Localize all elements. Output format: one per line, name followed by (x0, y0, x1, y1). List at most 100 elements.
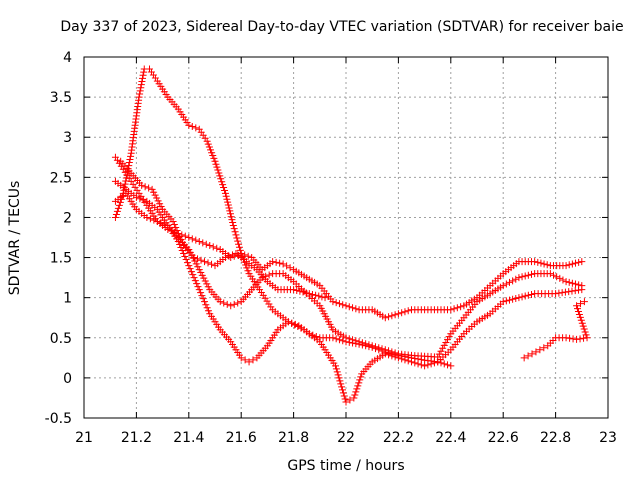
data-point-interp (288, 319, 296, 327)
data-point-interp (217, 175, 225, 183)
data-point-interp (330, 359, 338, 367)
y-tick-label: 1 (63, 291, 72, 307)
data-point-interp (326, 334, 334, 342)
data-point (394, 310, 402, 318)
data-point-interp (334, 371, 342, 379)
data-point-interp (435, 350, 443, 358)
data-point (408, 354, 415, 362)
data-point-interp (214, 323, 222, 331)
data-point-interp (202, 240, 210, 248)
x-tick-label: 23 (599, 430, 617, 446)
data-point-interp (246, 288, 254, 296)
data-point-interp (223, 300, 231, 308)
data-point-interp (371, 345, 379, 353)
data-point-interp (261, 275, 269, 283)
data-point-interp (114, 204, 122, 212)
data-point-interp (126, 155, 134, 163)
data-point-interp (518, 273, 526, 281)
series-track-2 (111, 153, 586, 322)
data-point-interp (244, 252, 252, 260)
data-point-interp (385, 313, 393, 321)
data-point-interp (216, 172, 224, 180)
data-point-interp (365, 306, 373, 314)
data-point-interp (197, 289, 205, 297)
series-track-1 (111, 65, 586, 406)
data-point-interp (401, 308, 409, 316)
y-tick-label: 0.5 (50, 331, 72, 347)
data-point-interp (235, 351, 243, 359)
data-point-interp (401, 353, 409, 361)
data-point-interp (300, 272, 308, 280)
data-point-interp (220, 299, 228, 307)
data-point-interp (189, 271, 197, 279)
data-point-interp (213, 163, 221, 171)
data-point-interp (497, 300, 505, 308)
data-point (211, 157, 219, 165)
data-point-interp (228, 251, 236, 259)
data-point-interp (534, 258, 542, 266)
data-point-interp (543, 261, 551, 269)
data-point-interp (439, 344, 447, 352)
data-point-interp (136, 87, 144, 95)
data-point-interp (349, 304, 357, 312)
data-point-interp (218, 178, 226, 186)
data-point-interp (385, 349, 393, 357)
series-track-3 (111, 189, 586, 361)
data-point-interp (174, 229, 182, 237)
data-point-interp (355, 379, 363, 387)
data-point (321, 294, 329, 302)
y-axis-label: SDTVAR / TECUs (7, 181, 23, 296)
data-point-interp (556, 274, 564, 282)
y-tick-label: 2.5 (50, 170, 72, 186)
y-tick-label: 3 (63, 130, 72, 146)
data-point-interp (223, 195, 231, 203)
data-point-interp (497, 272, 505, 280)
data-point-interp (214, 166, 222, 174)
data-point-interp (352, 388, 360, 396)
data-point (342, 302, 350, 310)
data-point-interp (199, 239, 207, 247)
data-point-interp (582, 331, 590, 339)
data-point-interp (234, 299, 242, 307)
data-point-interp (444, 361, 452, 369)
data-point-interp (333, 368, 341, 376)
data-point (342, 398, 350, 406)
data-point-interp (524, 352, 532, 360)
data-point-interp (572, 280, 580, 288)
data-point-interp (204, 307, 212, 315)
data-point-interp (440, 341, 448, 349)
x-tick-label: 21.2 (121, 430, 152, 446)
data-point-interp (378, 347, 386, 355)
data-point-interp (575, 258, 583, 266)
data-point-interp (157, 203, 165, 211)
data-point-interp (339, 389, 347, 397)
data-point-interp (194, 255, 202, 263)
data-point-interp (339, 337, 347, 345)
data-point-interp (177, 236, 185, 244)
data-point-interp (224, 198, 232, 206)
x-tick-labels: 21 21.2 21.4 21.6 21.8 22 22.2 22.4 22.6 22.8 23 (75, 430, 617, 446)
data-point-interp (256, 276, 264, 284)
data-point-interp (327, 323, 335, 331)
data-point-interp (145, 184, 153, 192)
data-point-interp (272, 258, 280, 266)
data-point-interp (210, 154, 218, 162)
data-point-interp (411, 354, 419, 362)
data-point-interp (192, 124, 200, 132)
data-point-interp (205, 143, 213, 151)
data-point-interp (362, 342, 370, 350)
data-point-interp (265, 271, 273, 279)
data-point-interp (162, 90, 170, 98)
data-point-interp (497, 283, 505, 291)
data-point-interp (183, 119, 191, 127)
data-point-interp (286, 286, 294, 294)
data-point-interp (312, 332, 320, 340)
data-point-interp (191, 277, 199, 285)
data-point-interp (303, 328, 311, 336)
data-point-interp (379, 312, 387, 320)
data-point-interp (512, 275, 520, 283)
data-point-interp (354, 382, 362, 390)
data-point (528, 350, 536, 358)
data-point-interp (162, 219, 170, 227)
data-point-interp (235, 243, 243, 251)
